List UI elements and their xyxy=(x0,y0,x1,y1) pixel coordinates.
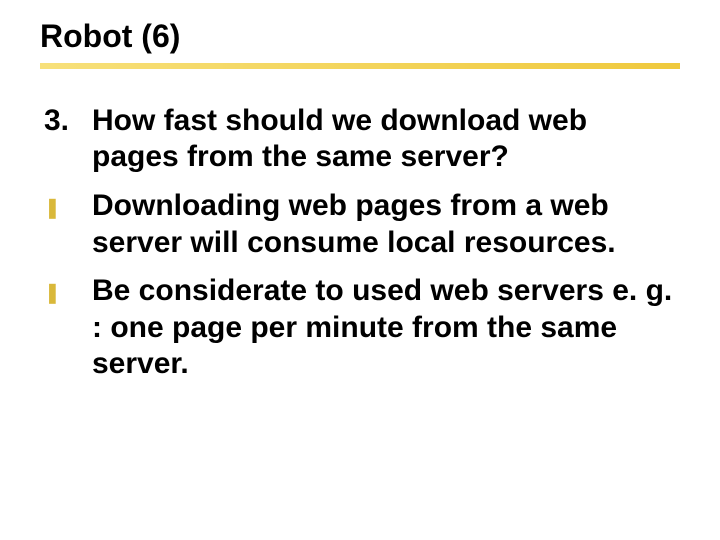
list-marker-number: 3. xyxy=(44,103,92,140)
list-item: ❚ Downloading web pages from a web serve… xyxy=(44,188,680,261)
bullet-icon: ❚ xyxy=(44,273,92,303)
slide-body: 3. How fast should we download web pages… xyxy=(40,103,680,383)
list-text: Downloading web pages from a web server … xyxy=(92,188,680,261)
list-item: ❚ Be considerate to used web servers e. … xyxy=(44,273,680,383)
list-item: 3. How fast should we download web pages… xyxy=(44,103,680,176)
slide-title: Robot (6) xyxy=(40,18,680,55)
title-underline xyxy=(40,63,680,69)
slide: Robot (6) 3. How fast should we download… xyxy=(0,0,720,540)
bullet-icon: ❚ xyxy=(44,188,92,218)
list-text: How fast should we download web pages fr… xyxy=(92,103,680,176)
list-text: Be considerate to used web servers e. g.… xyxy=(92,273,680,383)
